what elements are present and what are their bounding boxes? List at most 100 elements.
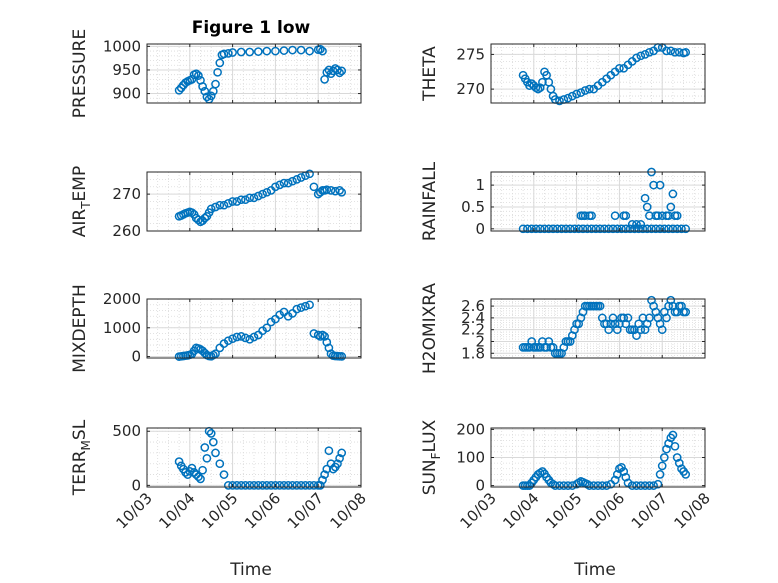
subplot-4: 0 0.5 1 RAINFALL [420,161,706,241]
data-point [219,49,229,59]
data-point [191,470,201,479]
data-point [249,193,259,203]
data-point [623,313,633,323]
data-point [253,47,263,56]
y-tick-label: 2.6 [461,297,485,315]
data-point [632,53,641,63]
data-point [587,211,596,221]
data-point [634,224,644,234]
data-point [271,46,280,56]
data-point [223,198,233,208]
data-point [241,333,250,343]
axes-box [146,43,362,104]
axes-box [146,171,362,232]
data-point [296,481,306,490]
data-point [288,481,297,490]
data-point [668,224,678,234]
data-point [198,346,207,356]
data-point [194,71,203,80]
data-point [572,89,581,99]
data-point [249,481,259,490]
data-point [657,461,667,471]
data-point [580,86,590,95]
data-point [301,301,310,311]
data-point [305,46,314,56]
data-point [232,332,242,342]
data-point [662,444,671,454]
y-tick-label: 500 [112,422,141,440]
data-point [219,200,229,210]
data-point [200,213,210,223]
data-point [219,470,229,479]
data-point [271,481,280,490]
data-point [211,349,220,359]
x-tick-label: 10/03 [113,489,156,532]
y-axis-label: RAINFALL [420,161,440,241]
data-point [649,481,658,490]
data-point [198,465,207,475]
data-point [595,224,605,234]
plot-area [491,299,705,358]
data-point [296,45,306,55]
data-point [674,458,684,468]
data-point [602,481,611,490]
data-point [322,337,332,347]
data-point [253,481,263,490]
data-point [228,481,237,490]
x-tick-label: 10/06 [585,489,628,532]
data-point [187,75,197,84]
data-point [335,186,344,195]
data-point [200,86,210,96]
y-tick-label: 270 [456,80,485,98]
data-point [213,67,222,77]
data-point [253,191,263,201]
data-point [223,336,233,346]
data-point [191,69,201,79]
data-point [672,224,682,234]
data-point [640,481,650,490]
data-point [563,93,573,103]
data-point [337,187,347,197]
data-point [335,68,344,78]
data-point [668,430,678,440]
data-point [305,481,314,490]
data-point [236,332,246,341]
data-point [232,481,242,490]
data-point [589,481,599,490]
data-point [181,468,190,477]
data-point [279,481,289,490]
data-point [642,202,652,212]
data-point [604,224,614,234]
data-point [196,474,205,484]
data-point [567,91,577,101]
figure-title: Figure 1 low [192,18,311,38]
data-point [198,216,207,226]
data-point [636,481,646,490]
data-point [309,481,319,490]
data-point [232,197,242,206]
y-axis-label: SUNFLUX [420,419,443,495]
data-point [215,459,225,469]
subplot-8: 0 100 200 10/03 10/04 10/05 10/06 10/07 10/08 SUN… [420,419,714,532]
data-point [636,220,646,229]
data-point [271,182,280,192]
data-point [271,314,280,324]
data-point [557,224,566,234]
data-point [262,323,272,333]
data-point [324,446,334,456]
data-point [617,462,626,472]
data-point [523,224,532,234]
data-point [228,197,237,206]
data-point [194,472,203,482]
y-tick-label: 1000 [103,37,141,55]
data-point [612,224,622,234]
data-point [617,224,626,234]
data-point [582,224,592,234]
data-point [677,224,686,234]
data-point [659,453,669,462]
y-tick-label: 0.5 [461,198,485,216]
x-tick-label: 10/05 [198,489,241,532]
x-tick-label: 10/03 [457,489,500,532]
data-point [642,224,652,234]
